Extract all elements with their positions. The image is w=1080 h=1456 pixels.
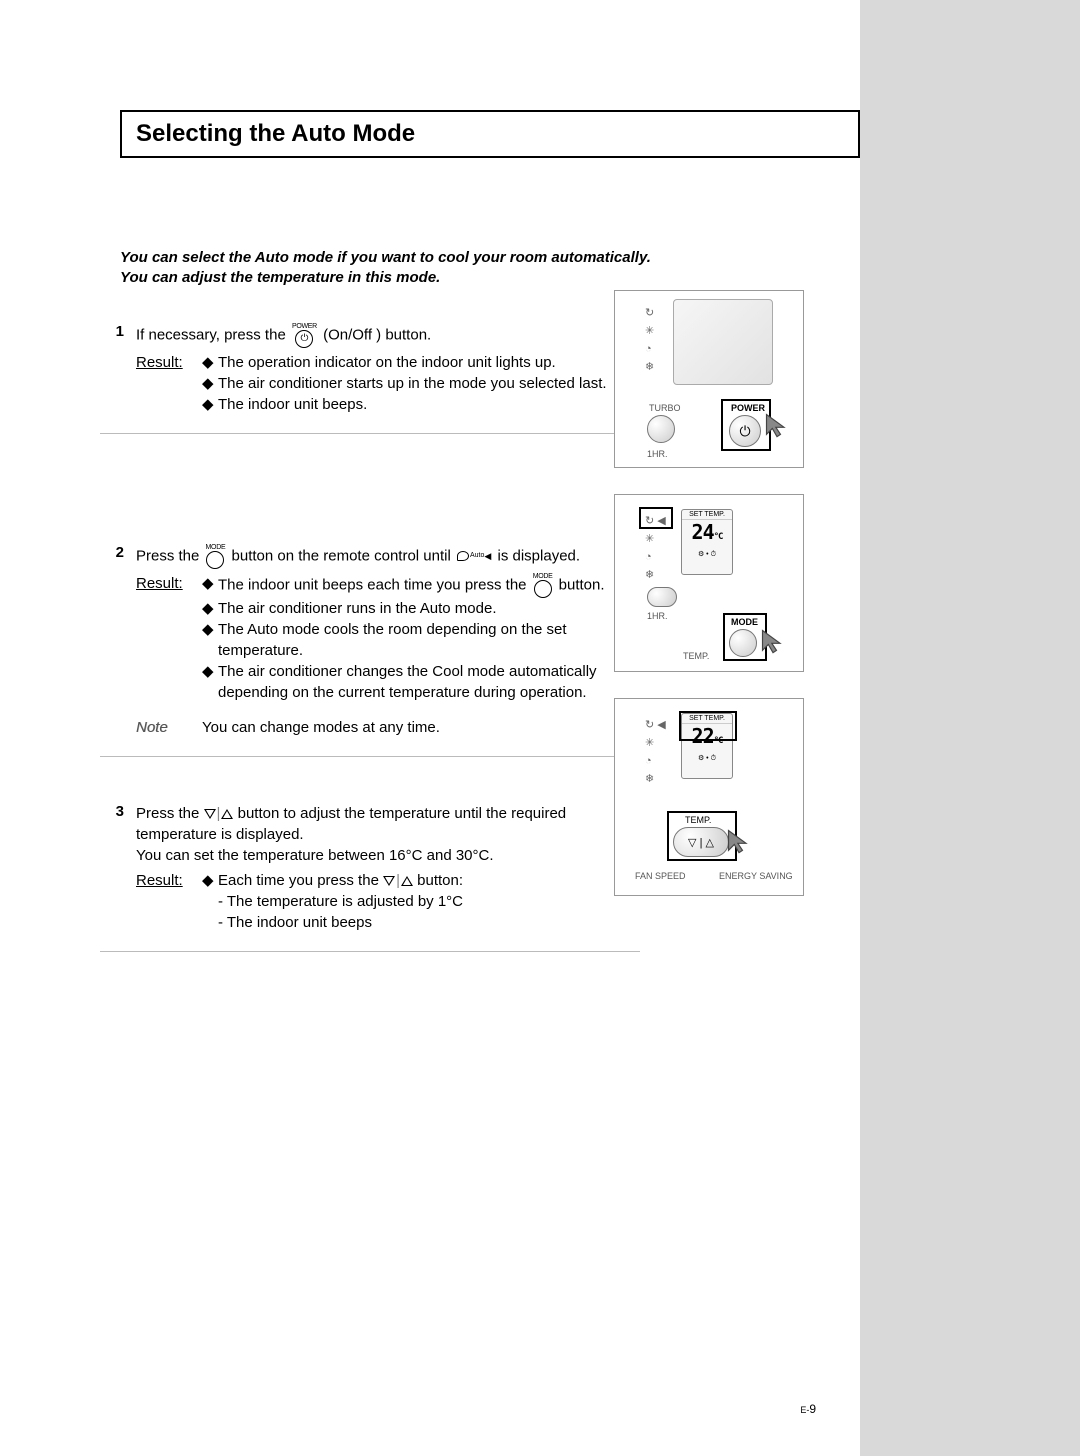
step-1-text-b: (On/Off ) button.	[323, 326, 431, 343]
intro-line2: You can adjust the temperature in this m…	[120, 268, 740, 288]
mode-button-icon: MODE	[206, 544, 226, 569]
auto-highlight	[639, 507, 673, 529]
page-number: E-9	[800, 1402, 816, 1416]
step-1-result: Result: ◆The operation indicator on the …	[136, 352, 640, 415]
remote-screen	[673, 299, 773, 385]
result-label: Result:	[136, 352, 202, 415]
sidebar-gray	[860, 0, 1080, 1456]
figure-1-power: ↻✳◔❄ TURBO POWER ⏻ 1HR.	[614, 290, 804, 468]
step-3: 3 Press the | button to adjust the tempe…	[100, 793, 640, 952]
step-2-result: Result: ◆The indoor unit beeps each time…	[136, 573, 640, 703]
intro-line1: You can select the Auto mode if you want…	[120, 248, 740, 268]
cursor-icon	[763, 411, 791, 439]
step-1-num: 1	[100, 323, 136, 415]
step-3-result: Result: ◆Each time you press the | butto…	[136, 870, 640, 933]
figure-2-mode: ↻ ◀✳◔❄ SET TEMP. 24°C ⚙ • ⏱ 1HR. MODE TE…	[614, 494, 804, 672]
step-1-body: If necessary, press the POWER ⏻ (On/Off …	[136, 323, 640, 415]
title-box: Selecting the Auto Mode	[120, 110, 860, 158]
intro-text: You can select the Auto mode if you want…	[120, 248, 740, 289]
cursor-icon	[759, 627, 787, 655]
cursor-icon	[725, 827, 753, 855]
mode-icons: ↻✳◔❄	[645, 305, 654, 377]
up-triangle-icon	[221, 809, 233, 819]
step-2-body: Press the MODE button on the remote cont…	[136, 544, 640, 738]
figures-column: ↻✳◔❄ TURBO POWER ⏻ 1HR. ↻ ◀✳◔❄	[614, 290, 804, 922]
step-1-text-a: If necessary, press the	[136, 326, 290, 343]
down-triangle-icon	[204, 809, 216, 819]
remote-screen: SET TEMP. 24°C ⚙ • ⏱	[681, 509, 733, 575]
step-2-note: Note You can change modes at any time.	[136, 717, 640, 738]
figure-3-temp: ↻ ◀✳◔❄ SET TEMP. 22°C ⚙ • ⏱ TEMP. ▽ | △ …	[614, 698, 804, 896]
turbo-button	[647, 415, 675, 443]
step-1: 1 If necessary, press the POWER ⏻ (On/Of…	[100, 313, 640, 434]
page-content: Selecting the Auto Mode You can select t…	[0, 0, 860, 1456]
step-3-body: Press the | button to adjust the tempera…	[136, 803, 640, 933]
page-title: Selecting the Auto Mode	[136, 120, 844, 148]
temp-display-highlight	[679, 711, 737, 741]
mode-button-icon: MODE	[533, 573, 553, 598]
power-button-icon: POWER ⏻	[292, 323, 317, 348]
step-2-num: 2	[100, 544, 136, 738]
step-2: 2 Press the MODE button on the remote co…	[100, 534, 640, 757]
auto-icon: Auto◀	[457, 550, 491, 563]
